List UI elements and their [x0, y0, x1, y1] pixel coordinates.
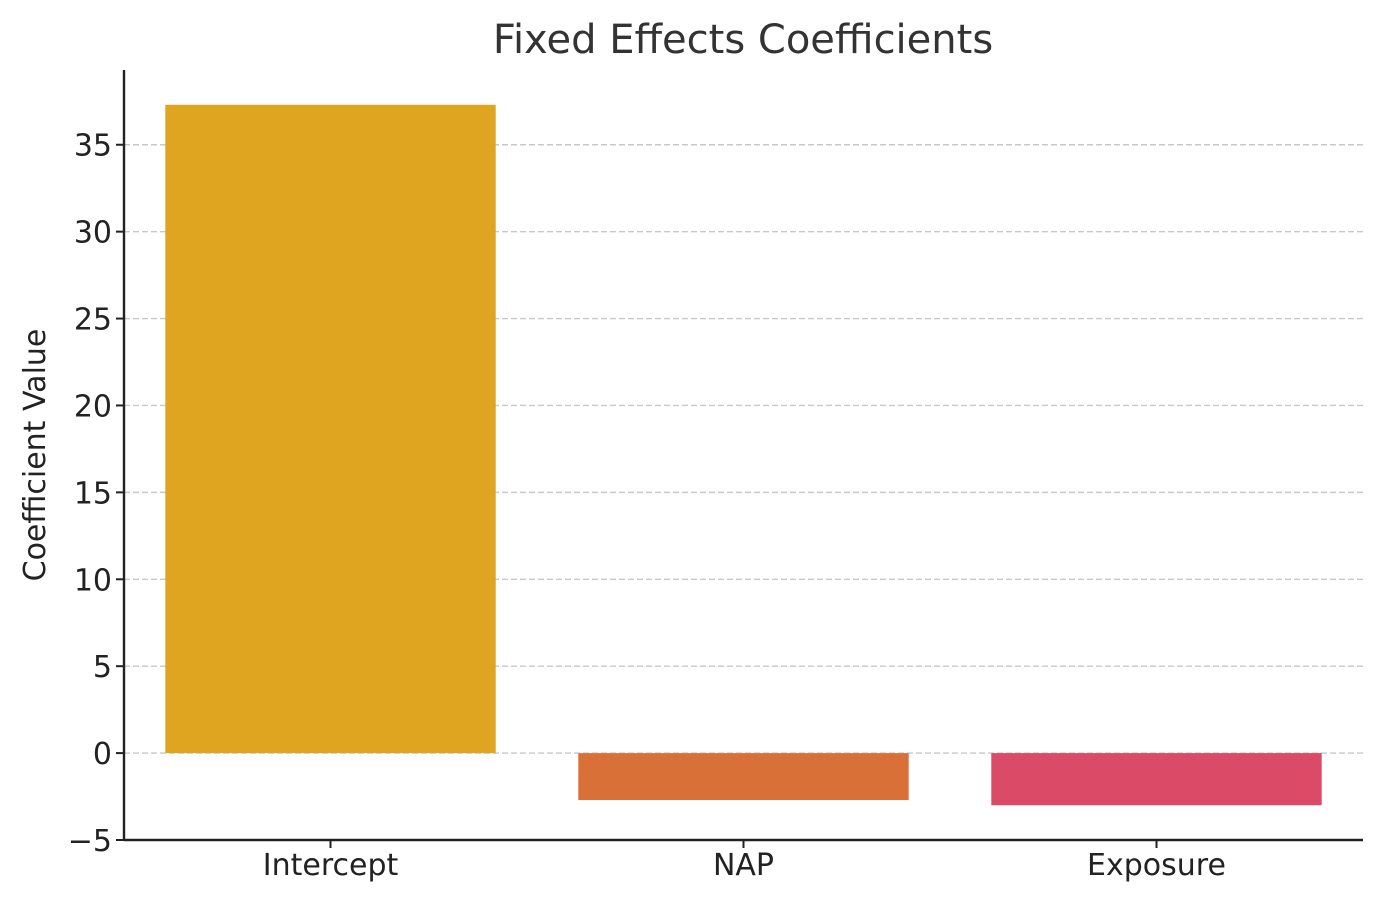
x-ticks: Intercept NAP Exposure — [263, 840, 1226, 883]
bar-nap — [578, 753, 909, 801]
y-axis-label: Coefficient Value — [18, 329, 53, 582]
x-tick-label: NAP — [713, 848, 774, 883]
x-tick-label: Intercept — [263, 848, 399, 883]
y-tick-label: 10 — [74, 563, 112, 598]
y-tick-label: −5 — [68, 824, 112, 859]
y-tick-label: 25 — [74, 303, 112, 338]
y-tick-label: 0 — [93, 737, 112, 772]
y-tick-label: 5 — [93, 650, 112, 685]
y-tick-label: 20 — [74, 389, 112, 424]
bar-exposure — [991, 753, 1322, 806]
y-tick-label: 30 — [74, 216, 112, 251]
y-tick-label: 15 — [74, 476, 112, 511]
y-ticks: −5 0 5 10 15 20 25 30 35 — [68, 129, 124, 859]
y-tick-label: 35 — [74, 129, 112, 164]
bars — [165, 104, 1322, 806]
bar-intercept — [165, 104, 496, 754]
chart-title: Fixed Effects Coefficients — [493, 17, 993, 63]
x-tick-label: Exposure — [1087, 848, 1226, 883]
